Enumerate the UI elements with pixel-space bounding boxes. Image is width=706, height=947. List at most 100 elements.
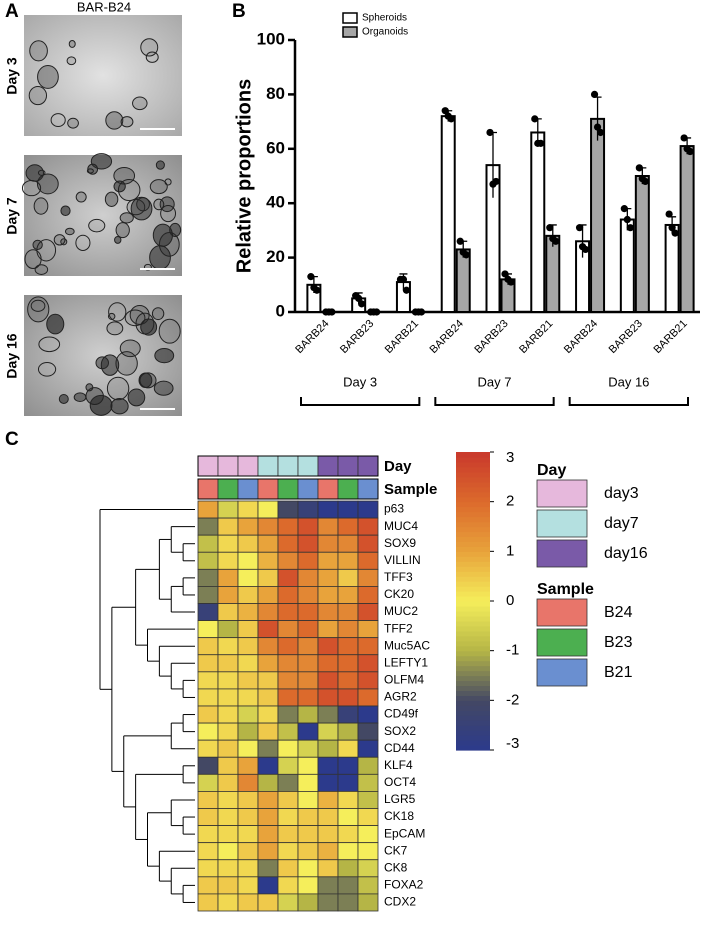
legend-swatch	[536, 628, 588, 657]
colorbar-step	[456, 725, 490, 731]
row-label: OLFM4	[384, 673, 424, 687]
cell-texture	[153, 198, 165, 211]
cell-texture	[151, 307, 165, 321]
colorbar-step	[456, 605, 490, 612]
heatmap-cell	[257, 773, 279, 792]
cell-texture	[152, 223, 173, 247]
cell-texture	[105, 111, 124, 130]
annotation-cell	[217, 478, 239, 500]
cell-texture	[154, 347, 175, 364]
colorbar-step	[456, 670, 490, 677]
bar	[440, 115, 456, 313]
micrograph	[24, 15, 182, 136]
data-point	[456, 237, 464, 245]
data-point	[444, 112, 452, 120]
heatmap-cell	[277, 739, 299, 758]
heatmap-cell	[217, 671, 239, 690]
heatmap-cell	[297, 722, 319, 741]
bar	[664, 223, 680, 314]
bar	[530, 131, 546, 313]
heatmap-cell	[357, 586, 379, 604]
heatmap-cell	[297, 534, 319, 553]
heatmap-cell	[237, 688, 259, 707]
cell-texture	[46, 313, 65, 335]
heatmap-cell	[297, 705, 319, 724]
legend-label: B24	[604, 604, 633, 621]
colorbar-step	[456, 710, 490, 716]
heatmap-cell	[337, 791, 359, 809]
heatmap-cell	[237, 500, 259, 519]
data-point	[370, 308, 378, 316]
heatmap-cell	[357, 876, 379, 895]
heatmap-cell	[297, 739, 319, 758]
colorbar-step	[456, 596, 490, 602]
x-tick-label: BARB23	[607, 318, 645, 356]
heatmap-cell	[237, 859, 259, 878]
annotation-cell	[277, 478, 299, 500]
image-title: BAR-B24	[77, 0, 131, 14]
colorbar-step	[456, 546, 490, 552]
colorbar-step	[456, 531, 490, 538]
heatmap-cell	[197, 637, 219, 656]
heatmap-cell	[237, 654, 259, 673]
cell-texture	[88, 218, 106, 233]
data-point	[683, 145, 691, 153]
heatmap-cell	[197, 791, 219, 809]
cell-texture	[115, 222, 130, 239]
legend-label: Organoids	[362, 27, 408, 38]
data-point	[593, 123, 602, 131]
colorbar-step	[456, 506, 490, 513]
legend-label: B21	[604, 664, 633, 681]
heatmap-cell	[317, 825, 339, 844]
data-point	[575, 224, 584, 232]
heatmap-cell	[217, 876, 239, 895]
legend-swatch	[342, 12, 358, 24]
heatmap-cell	[297, 842, 319, 861]
heatmap-cell	[357, 825, 379, 844]
heatmap-cell	[317, 586, 339, 604]
cell-texture	[104, 191, 119, 207]
colorbar-step	[456, 486, 490, 493]
colorbar-step	[456, 601, 490, 607]
heatmap-cell	[297, 859, 319, 878]
row-label: p63	[384, 502, 404, 516]
cell-texture	[107, 312, 116, 320]
annotation-cell	[257, 478, 279, 500]
annotation-cell	[337, 478, 359, 500]
heatmap-cell	[317, 603, 339, 621]
legend-swatch	[536, 598, 588, 627]
colorbar-step	[456, 625, 490, 632]
heatmap-cell	[257, 791, 279, 809]
heatmap-cell	[217, 534, 239, 553]
heatmap-cell	[277, 500, 299, 519]
heatmap-cell	[257, 637, 279, 656]
bar	[619, 218, 635, 314]
heatmap-cell	[297, 671, 319, 690]
cell-texture	[75, 191, 87, 203]
heatmap-cell	[317, 722, 339, 741]
heatmap-cell	[357, 842, 379, 861]
heatmap-cell	[197, 842, 219, 861]
panel-label: B	[232, 1, 246, 22]
colorbar-step	[456, 516, 490, 523]
heatmap-cell	[357, 500, 379, 519]
cell-texture	[130, 196, 153, 221]
row-label: Muc5AC	[384, 638, 430, 652]
heatmap-cell	[197, 620, 219, 639]
heatmap-cell	[317, 551, 339, 570]
heatmap-cell	[277, 859, 299, 878]
heatmap-cell	[217, 688, 239, 707]
heatmap-cell	[277, 773, 299, 792]
x-tick-label: BARB23	[338, 318, 376, 356]
heatmap-cell	[357, 791, 379, 809]
heatmap-cell	[297, 808, 319, 826]
heatmap-cell	[337, 893, 359, 912]
bar	[545, 234, 561, 313]
annotation-cell	[357, 478, 379, 500]
bar	[590, 117, 606, 313]
row-label: CK8	[384, 860, 408, 874]
heatmap-cell	[337, 876, 359, 895]
colorbar-step	[456, 556, 490, 562]
colorbar-step	[456, 541, 490, 547]
